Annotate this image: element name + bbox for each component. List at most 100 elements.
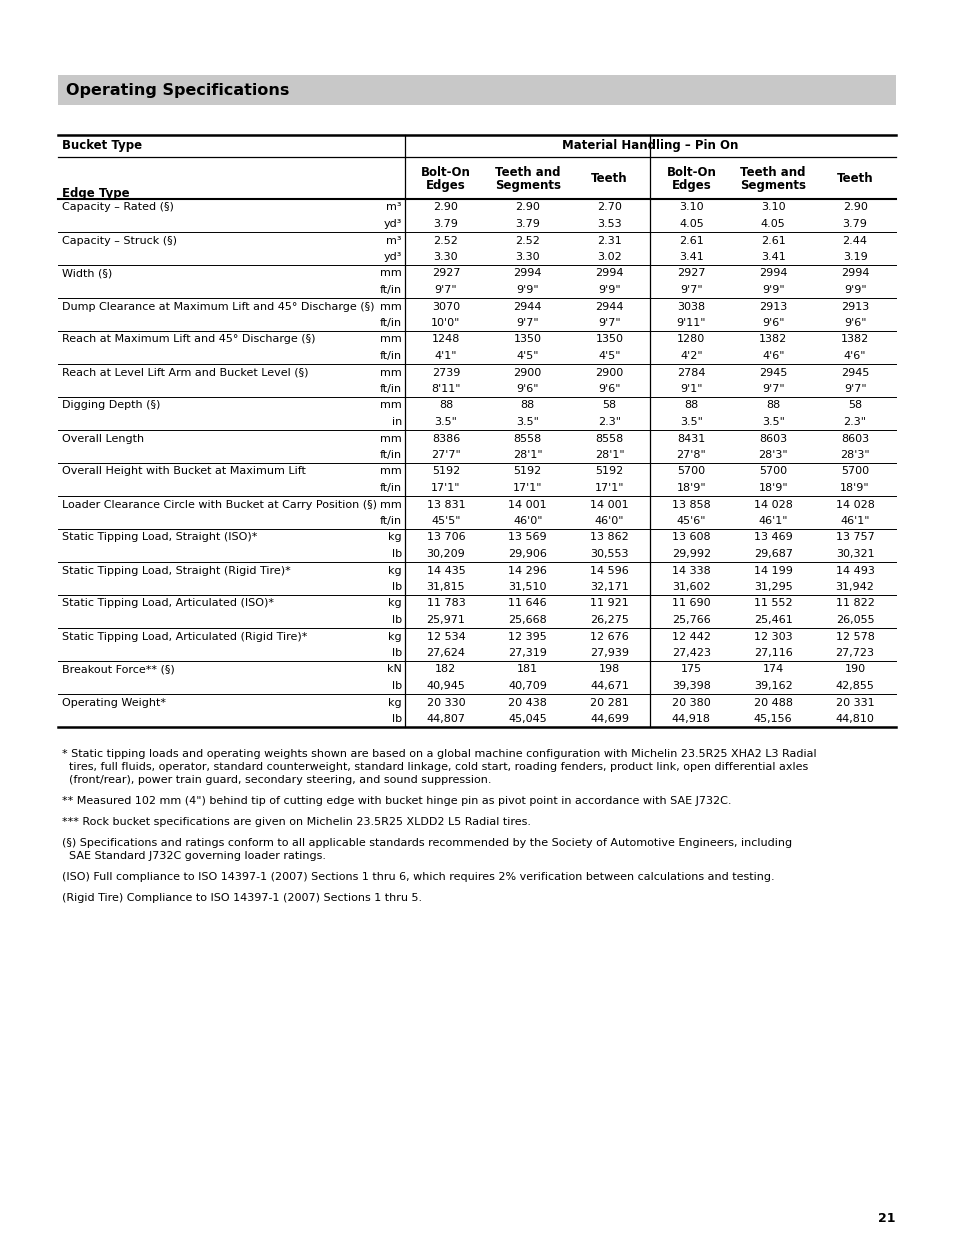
Text: mm: mm	[380, 400, 401, 410]
Text: 190: 190	[843, 664, 864, 674]
Text: 8558: 8558	[513, 433, 541, 443]
Bar	[58, 75, 895, 105]
Text: 31,815: 31,815	[426, 582, 465, 592]
Text: Operating Weight*: Operating Weight*	[62, 698, 166, 708]
Text: 14 028: 14 028	[835, 499, 874, 510]
Text: Overall Length: Overall Length	[62, 433, 144, 443]
Text: 14 001: 14 001	[590, 499, 628, 510]
Text: 11 646: 11 646	[508, 599, 546, 609]
Text: Teeth: Teeth	[836, 173, 873, 185]
Text: 5700: 5700	[841, 467, 868, 477]
Text: 2945: 2945	[759, 368, 786, 378]
Text: 2.44: 2.44	[841, 236, 866, 246]
Text: 2.3": 2.3"	[842, 417, 865, 427]
Text: ** Measured 102 mm (4") behind tip of cutting edge with bucket hinge pin as pivo: ** Measured 102 mm (4") behind tip of cu…	[62, 797, 731, 806]
Text: 3.41: 3.41	[760, 252, 785, 262]
Text: 25,971: 25,971	[426, 615, 465, 625]
Text: mm: mm	[380, 301, 401, 311]
Text: 13 469: 13 469	[753, 532, 792, 542]
Text: 4'2": 4'2"	[679, 351, 702, 361]
Text: 20 331: 20 331	[835, 698, 874, 708]
Text: 17'1": 17'1"	[595, 483, 623, 493]
Text: 8603: 8603	[759, 433, 786, 443]
Text: 9'1": 9'1"	[679, 384, 702, 394]
Text: Bolt-On: Bolt-On	[666, 165, 716, 179]
Text: 8558: 8558	[595, 433, 623, 443]
Text: 9'6": 9'6"	[516, 384, 538, 394]
Text: Edges: Edges	[671, 179, 711, 193]
Text: 13 608: 13 608	[672, 532, 710, 542]
Text: mm: mm	[380, 368, 401, 378]
Text: (Rigid Tire) Compliance to ISO 14397-1 (2007) Sections 1 thru 5.: (Rigid Tire) Compliance to ISO 14397-1 (…	[62, 893, 421, 903]
Text: 3.30: 3.30	[434, 252, 457, 262]
Text: mm: mm	[380, 467, 401, 477]
Text: SAE Standard J732C governing loader ratings.: SAE Standard J732C governing loader rati…	[62, 851, 326, 861]
Text: 1382: 1382	[759, 335, 786, 345]
Text: 29,687: 29,687	[753, 550, 792, 559]
Text: 42,855: 42,855	[835, 680, 874, 692]
Text: 46'1": 46'1"	[840, 516, 869, 526]
Text: 2900: 2900	[595, 368, 623, 378]
Text: 9'9": 9'9"	[761, 285, 783, 295]
Text: 3.5": 3.5"	[761, 417, 784, 427]
Text: 3.5": 3.5"	[434, 417, 456, 427]
Text: 31,602: 31,602	[672, 582, 710, 592]
Text: 11 690: 11 690	[672, 599, 710, 609]
Text: 45,156: 45,156	[753, 714, 792, 724]
Text: Edge Type: Edge Type	[62, 186, 130, 200]
Text: 9'9": 9'9"	[842, 285, 865, 295]
Text: 27,423: 27,423	[671, 648, 710, 658]
Text: 20 488: 20 488	[753, 698, 792, 708]
Text: 44,671: 44,671	[590, 680, 628, 692]
Text: 46'1": 46'1"	[758, 516, 787, 526]
Text: 44,918: 44,918	[671, 714, 710, 724]
Text: 18'9": 18'9"	[758, 483, 787, 493]
Text: Teeth and: Teeth and	[495, 165, 560, 179]
Text: 2.61: 2.61	[679, 236, 703, 246]
Text: lb: lb	[392, 714, 401, 724]
Text: 3.79: 3.79	[515, 219, 539, 228]
Text: 27'7": 27'7"	[431, 450, 460, 459]
Text: 4'5": 4'5"	[598, 351, 620, 361]
Text: Teeth and: Teeth and	[740, 165, 805, 179]
Text: Digging Depth (§): Digging Depth (§)	[62, 400, 160, 410]
Text: 9'6": 9'6"	[843, 317, 865, 329]
Text: Capacity – Struck (§): Capacity – Struck (§)	[62, 236, 177, 246]
Text: Width (§): Width (§)	[62, 268, 112, 279]
Text: 175: 175	[680, 664, 701, 674]
Text: 3038: 3038	[677, 301, 704, 311]
Text: Segments: Segments	[740, 179, 805, 193]
Text: 13 831: 13 831	[426, 499, 465, 510]
Text: Static Tipping Load, Articulated (ISO)*: Static Tipping Load, Articulated (ISO)*	[62, 599, 274, 609]
Text: 2.52: 2.52	[515, 236, 539, 246]
Text: 5700: 5700	[759, 467, 786, 477]
Text: 40,709: 40,709	[508, 680, 547, 692]
Text: 9'11": 9'11"	[676, 317, 705, 329]
Text: 31,942: 31,942	[835, 582, 874, 592]
Text: 28'1": 28'1"	[513, 450, 542, 459]
Text: 88: 88	[765, 400, 780, 410]
Text: 31,295: 31,295	[753, 582, 792, 592]
Text: 3.02: 3.02	[597, 252, 621, 262]
Text: kg: kg	[388, 532, 401, 542]
Text: 21: 21	[878, 1212, 895, 1224]
Text: Reach at Maximum Lift and 45° Discharge (§): Reach at Maximum Lift and 45° Discharge …	[62, 335, 315, 345]
Text: 44,810: 44,810	[835, 714, 874, 724]
Text: 12 534: 12 534	[426, 631, 465, 641]
Text: 27,723: 27,723	[835, 648, 874, 658]
Text: 25,461: 25,461	[753, 615, 792, 625]
Text: 174: 174	[761, 664, 783, 674]
Text: 1280: 1280	[677, 335, 705, 345]
Text: kN: kN	[387, 664, 401, 674]
Text: 2.90: 2.90	[433, 203, 457, 212]
Text: 1382: 1382	[841, 335, 868, 345]
Text: 14 493: 14 493	[835, 566, 874, 576]
Text: 12 676: 12 676	[590, 631, 628, 641]
Text: 2927: 2927	[677, 268, 705, 279]
Text: 9'9": 9'9"	[598, 285, 620, 295]
Text: 30,553: 30,553	[590, 550, 628, 559]
Text: 28'3": 28'3"	[758, 450, 787, 459]
Text: 2.52: 2.52	[433, 236, 457, 246]
Text: 12 442: 12 442	[671, 631, 710, 641]
Text: yd³: yd³	[383, 219, 401, 228]
